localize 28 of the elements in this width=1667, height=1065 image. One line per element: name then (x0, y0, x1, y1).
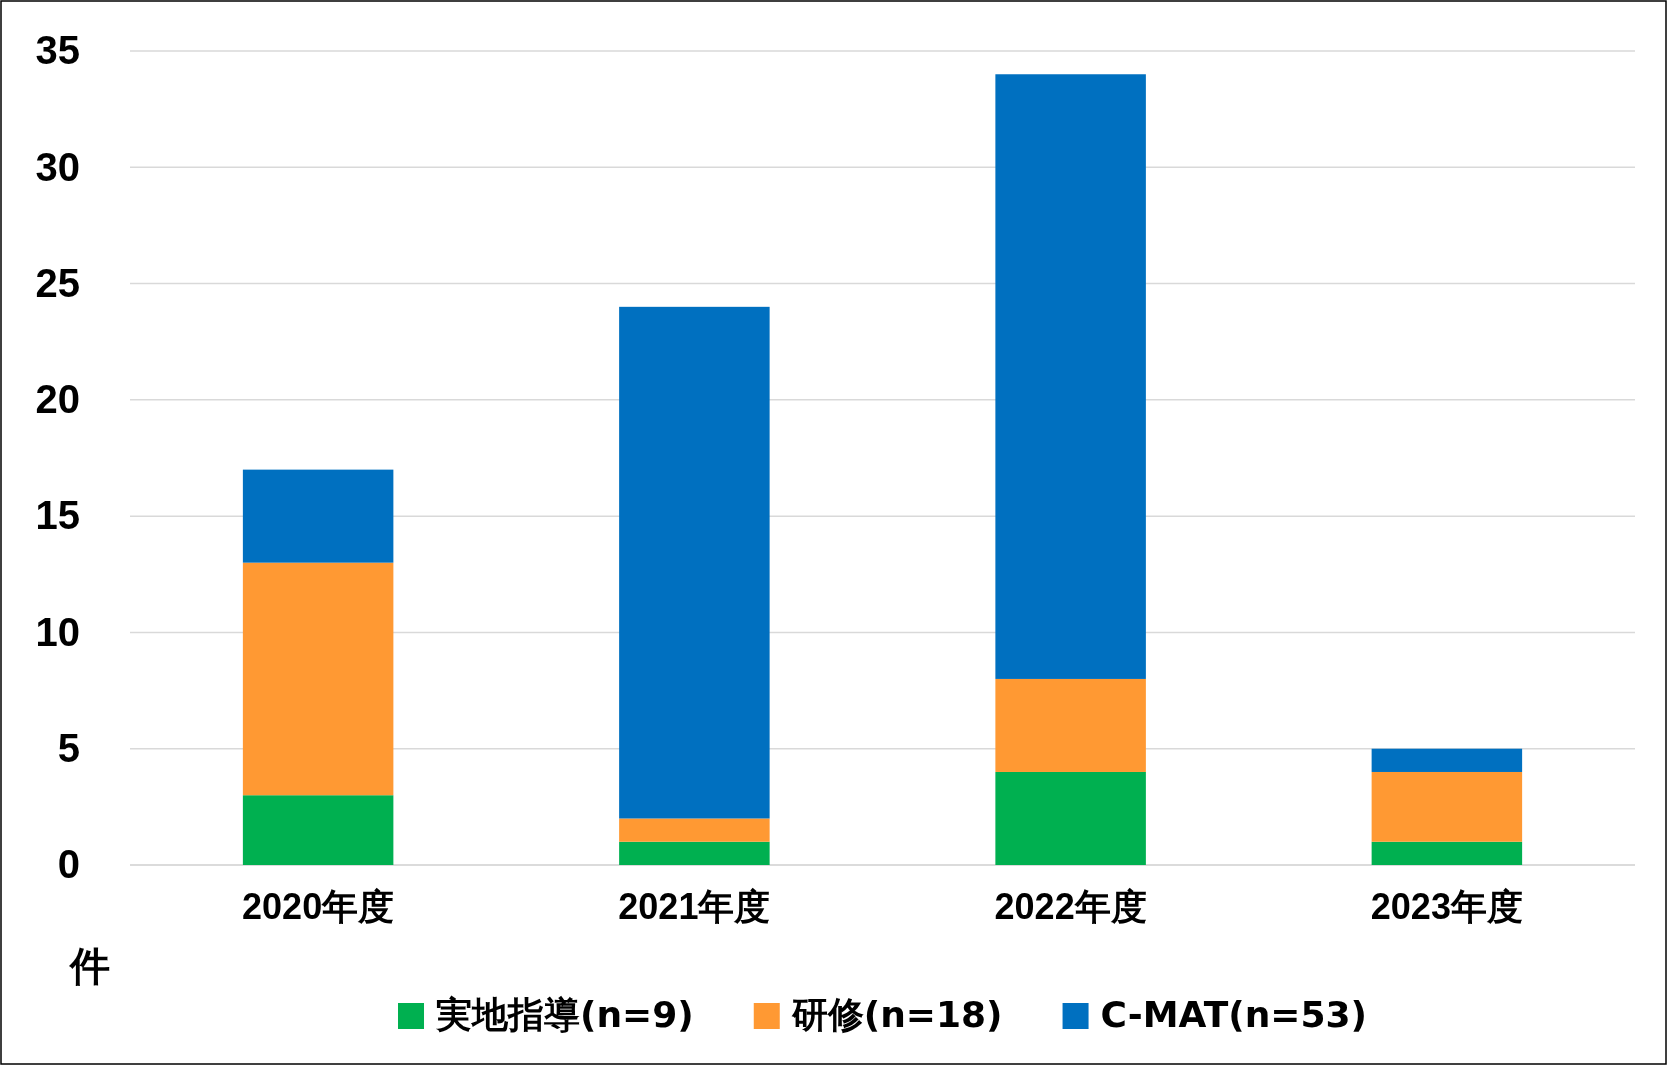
bar (995, 678, 1146, 772)
bar (242, 795, 394, 865)
y-tick-label: 25 (35, 260, 80, 305)
bar (619, 841, 770, 865)
bar (619, 306, 770, 819)
bar (995, 74, 1146, 679)
bar (1371, 748, 1523, 772)
y-tick-label: 5 (57, 726, 80, 771)
bar (619, 818, 770, 842)
bar (242, 469, 394, 563)
x-tick-label: 2020年度 (242, 885, 395, 927)
y-axis-title: 件 (68, 943, 110, 989)
legend-label: C-MAT(n=53) (1100, 994, 1367, 1035)
y-tick-label: 0 (57, 842, 80, 887)
legend-label: 実地指導(n=9) (435, 994, 694, 1035)
bar (242, 562, 394, 796)
x-tick-label: 2022年度 (994, 885, 1147, 927)
y-tick-label: 20 (35, 377, 80, 422)
y-tick-label: 35 (35, 28, 80, 73)
x-tick-label: 2023年度 (1370, 885, 1523, 927)
bar (1371, 841, 1523, 865)
y-tick-label: 30 (35, 144, 80, 189)
y-tick-label: 10 (35, 609, 80, 654)
x-tick-label: 2021年度 (618, 885, 771, 927)
bar (1371, 771, 1523, 842)
y-tick-label: 15 (35, 493, 80, 538)
legend-label: 研修(n=18) (790, 994, 1003, 1035)
bar (995, 771, 1146, 865)
